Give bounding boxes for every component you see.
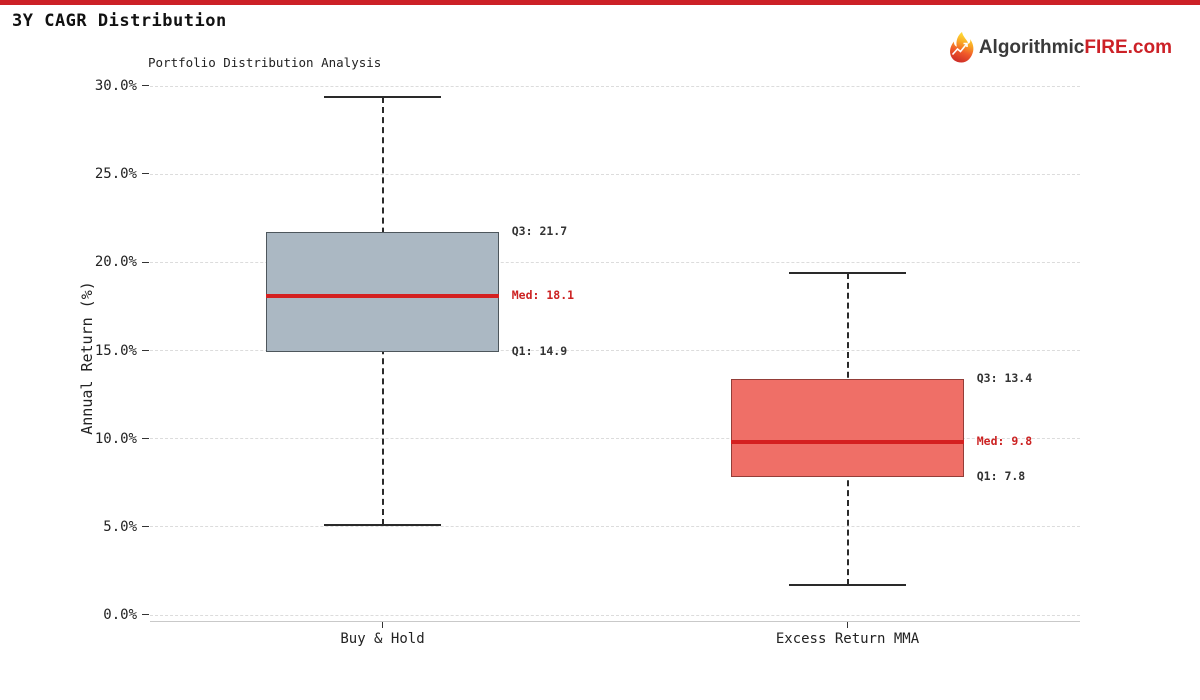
gridline	[150, 85, 1080, 87]
box-rect	[266, 232, 499, 353]
gridline	[150, 526, 1080, 528]
chart-title: Portfolio Distribution Analysis	[148, 55, 382, 70]
gridline	[150, 173, 1080, 175]
whisker-cap-top	[789, 271, 906, 274]
page-title: 3Y CAGR Distribution	[12, 11, 227, 31]
q3-annotation: Q3: 21.7	[511, 224, 568, 239]
whisker-cap-top	[324, 95, 441, 98]
y-tick-mark	[142, 437, 149, 439]
q1-annotation: Q1: 14.9	[511, 344, 568, 359]
top-accent-bar	[0, 0, 1200, 5]
y-tick-mark	[142, 526, 149, 528]
gridline	[150, 350, 1080, 351]
x-axis-spine	[150, 621, 1080, 622]
x-tick-mark	[381, 622, 383, 628]
y-tick-mark	[142, 614, 149, 616]
median-annotation: Med: 9.8	[976, 434, 1033, 449]
y-tick-label: 10.0%	[94, 430, 137, 447]
flame-icon	[949, 32, 974, 63]
x-tick-label: Excess Return MMA	[775, 631, 920, 647]
y-tick-mark	[142, 349, 149, 351]
logo-text: AlgorithmicFIRE.com	[979, 37, 1172, 59]
median-annotation: Med: 18.1	[511, 287, 575, 302]
q3-annotation: Q3: 13.4	[976, 370, 1033, 385]
y-tick-mark	[142, 173, 149, 175]
brand-logo[interactable]: AlgorithmicFIRE.com	[948, 31, 1172, 64]
median-line	[731, 440, 964, 444]
y-tick-label: 0.0%	[103, 607, 137, 623]
y-tick-label: 25.0%	[94, 166, 137, 183]
logo-text-suffix: FIRE.com	[1084, 36, 1172, 58]
x-tick-label: Buy & Hold	[340, 631, 425, 647]
y-tick-mark	[142, 85, 149, 87]
y-tick-label: 5.0%	[103, 518, 137, 535]
whisker-cap-bottom	[789, 584, 906, 587]
gridline	[150, 614, 1080, 616]
x-tick-mark	[846, 622, 848, 628]
logo-text-prefix: Algorithmic	[978, 36, 1085, 58]
whisker-cap-bottom	[324, 524, 441, 527]
median-line	[266, 294, 499, 298]
box-rect	[731, 378, 964, 478]
q1-annotation: Q1: 7.8	[976, 469, 1026, 484]
y-tick-label: 20.0%	[94, 254, 137, 271]
y-tick-label: 15.0%	[94, 342, 137, 359]
gridline	[150, 438, 1080, 440]
y-tick-mark	[142, 261, 149, 263]
gridline	[150, 261, 1080, 263]
y-tick-label: 30.0%	[94, 78, 137, 94]
